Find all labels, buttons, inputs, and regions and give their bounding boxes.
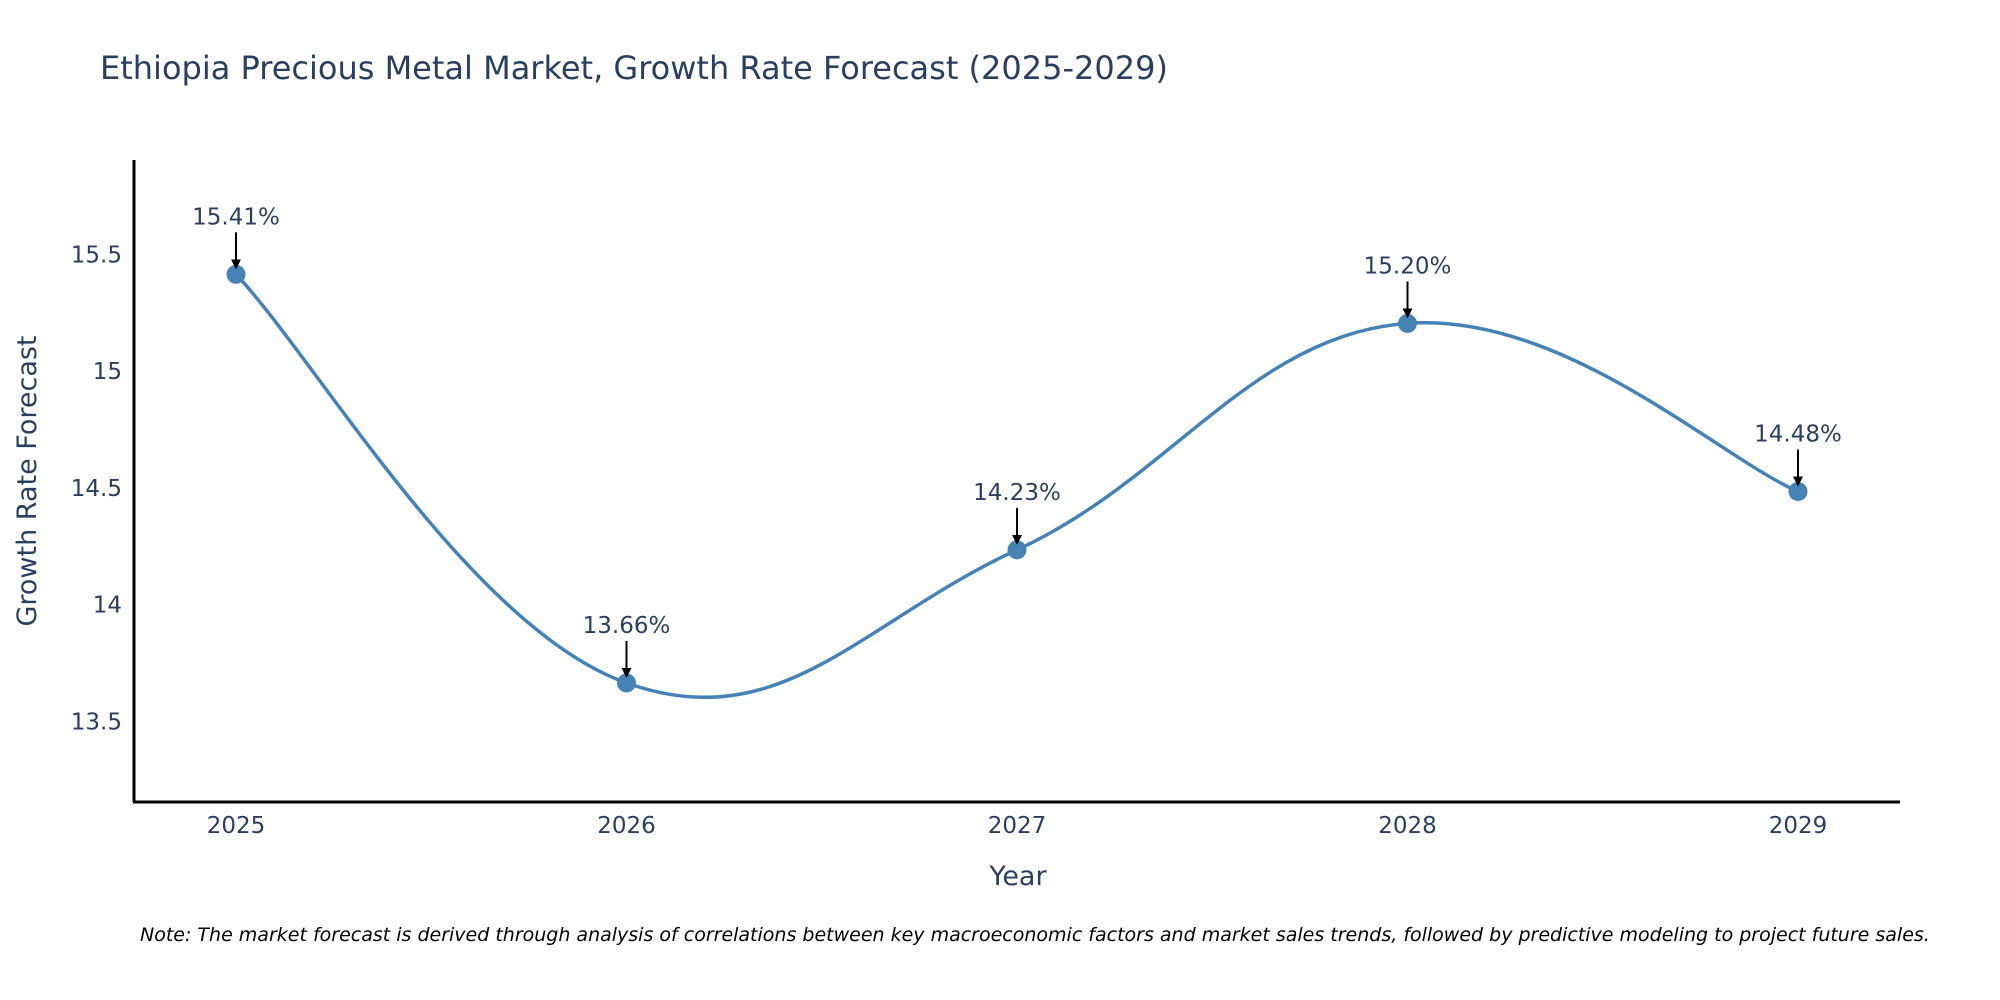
data-label: 14.23% xyxy=(973,480,1061,506)
x-tick-label: 2029 xyxy=(1769,813,1828,839)
y-tick-label: 15 xyxy=(93,359,122,385)
y-tick-label: 14 xyxy=(93,593,122,619)
x-tick-label: 2025 xyxy=(207,813,266,839)
y-tick-label: 13.5 xyxy=(71,709,122,735)
y-axis: 13.5 14 14.5 15 15.5 xyxy=(71,160,136,802)
x-tick-label: 2026 xyxy=(597,813,656,839)
series-growth-rate: 15.41% 13.66% 14.23% 15.20% 14.48% xyxy=(192,204,1842,700)
data-point xyxy=(1788,482,1808,502)
data-label: 15.41% xyxy=(192,204,280,230)
data-label: 14.48% xyxy=(1754,422,1842,448)
data-point xyxy=(226,264,246,284)
y-axis-title: Growth Rate Forecast xyxy=(12,335,43,626)
chart-title: Ethiopia Precious Metal Market, Growth R… xyxy=(100,49,1168,87)
data-point xyxy=(617,673,636,693)
data-point xyxy=(1007,540,1027,560)
y-tick-label: 14.5 xyxy=(71,476,122,502)
x-tick-label: 2028 xyxy=(1378,813,1437,839)
y-tick-label: 15.5 xyxy=(71,242,122,268)
data-label: 15.20% xyxy=(1364,253,1452,279)
x-axis: 2025 2026 2027 2028 2029 xyxy=(133,800,1900,839)
x-axis-title: Year xyxy=(988,861,1047,892)
data-label: 13.66% xyxy=(583,613,671,639)
x-tick-label: 2027 xyxy=(988,813,1047,839)
data-point xyxy=(1398,313,1417,333)
chart-note: Note: The market forecast is derived thr… xyxy=(140,924,1930,946)
